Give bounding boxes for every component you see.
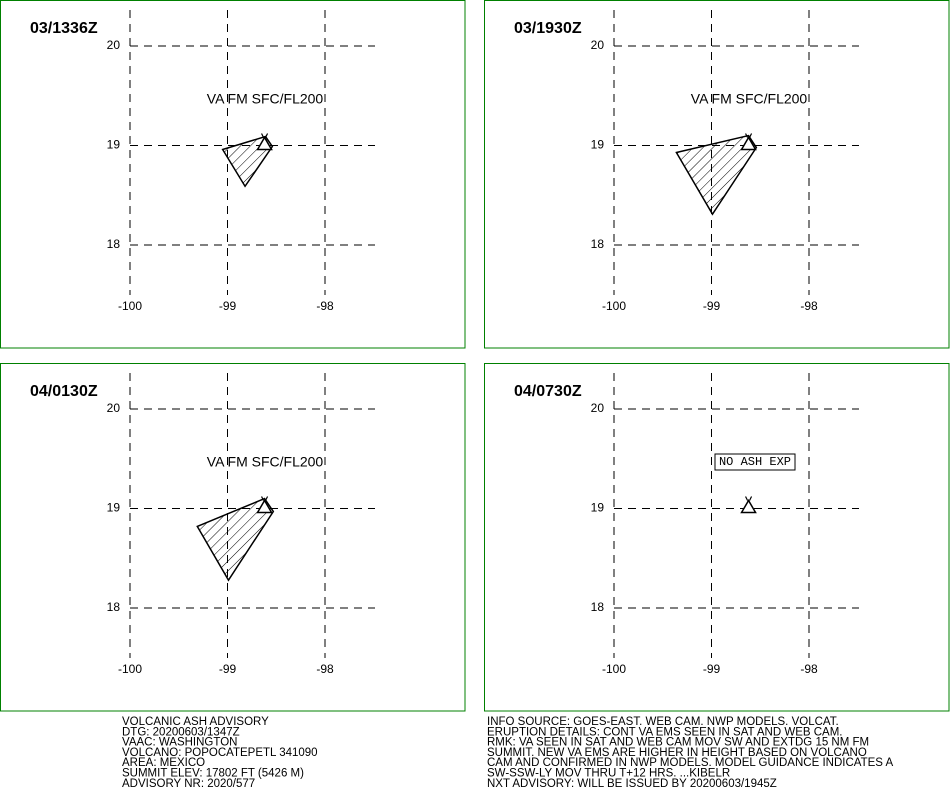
panel-frame	[484, 363, 950, 712]
x-tick-label: -98	[800, 299, 818, 313]
advisory-text: DTG: 20200603/1347Z	[122, 726, 240, 738]
volcano	[740, 499, 757, 514]
panel-time: 03/1930Z	[514, 20, 582, 37]
panel-frame	[0, 363, 466, 712]
panel-time: 04/0130Z	[30, 383, 98, 400]
y-tick-label: 19	[107, 501, 121, 515]
advisory-text: ERUPTION DETAILS: CONT VA EMS SEEN IN SA…	[487, 726, 843, 738]
y-tick-label: 18	[107, 237, 121, 251]
ash-area	[196, 497, 275, 582]
advisory-text: ADVISORY NR: 2020/577	[122, 778, 255, 790]
advisory-text: VOLCANO: POPOCATEPETL 341090	[122, 747, 318, 759]
advisory-text: SUMMIT ELEV: 17802 FT (5426 M)	[122, 768, 304, 780]
advisory-text: SW-SSW-LY MOV THRU T+12 HRS. ...KIBELR	[487, 768, 730, 780]
panel-frame	[484, 0, 950, 349]
map-panel: -100 -99 -98 18 19 20 04/0130Z VA FM SFC/FL200	[0, 363, 466, 712]
volcano-plume	[745, 496, 753, 501]
volcano-plume	[745, 133, 753, 138]
volcano	[256, 499, 273, 514]
label-box	[714, 453, 796, 471]
ash-label: VA FM SFC/FL200	[207, 454, 324, 470]
advisory-text: VAAC: WASHINGTON	[122, 737, 237, 749]
y-tick-label: 19	[107, 138, 121, 152]
panel-time: 03/1336Z	[30, 20, 98, 37]
y-tick-label: 19	[591, 501, 605, 515]
map-panel: -100 -99 -98 18 19 20 03/1930Z VA FM SFC/FL200	[484, 0, 950, 349]
advisory-text: AREA: MEXICO	[122, 757, 205, 769]
x-tick-label: -98	[316, 662, 334, 676]
ash-area	[675, 134, 758, 216]
x-tick-label: -100	[118, 299, 142, 313]
advisory-text: NXT ADVISORY: WILL BE ISSUED BY 20200603…	[487, 778, 777, 790]
y-tick-label: 19	[591, 138, 605, 152]
volcano-plume	[261, 496, 269, 501]
y-tick-label: 18	[591, 237, 605, 251]
x-tick-label: -100	[602, 299, 626, 313]
x-tick-label: -98	[316, 299, 334, 313]
map-panel: -100 -99 -98 18 19 20 03/1336Z VA FM SFC/FL200	[0, 0, 466, 349]
advisory-text: RMK: VA SEEN IN SAT AND WEB CAM MOV SW A…	[487, 737, 869, 749]
y-tick-label: 18	[591, 600, 605, 614]
advisory-text: SUMMIT. NEW VA EMS ARE HIGHER IN HEIGHT …	[487, 747, 867, 759]
panel-frame	[0, 0, 466, 349]
y-tick-label: 18	[107, 600, 121, 614]
x-tick-label: -99	[219, 662, 237, 676]
x-tick-label: -98	[800, 662, 818, 676]
panel-time: 04/0730Z	[514, 383, 582, 400]
ash-label: NO ASH EXP	[719, 455, 791, 469]
y-tick-label: 20	[107, 38, 121, 52]
advisory-text: VOLCANIC ASH ADVISORY	[122, 716, 269, 728]
x-tick-label: -99	[219, 299, 237, 313]
advisory-text: CAM AND CONFIRMED IN NWP MODELS. MODEL G…	[487, 757, 893, 769]
volcano	[256, 136, 273, 151]
ash-label: VA FM SFC/FL200	[691, 91, 808, 107]
ash-label: VA FM SFC/FL200	[207, 91, 324, 107]
x-tick-label: -99	[703, 299, 721, 313]
y-tick-label: 20	[107, 401, 121, 415]
x-tick-label: -100	[602, 662, 626, 676]
volcano	[740, 136, 757, 151]
y-tick-label: 20	[591, 38, 605, 52]
map-panel: -100 -99 -98 18 19 20 04/0730Z NO ASH EXP	[484, 363, 950, 712]
advisory-text: INFO SOURCE: GOES-EAST. WEB CAM. NWP MOD…	[487, 716, 839, 728]
volcano-plume	[261, 133, 269, 138]
x-tick-label: -100	[118, 662, 142, 676]
y-tick-label: 20	[591, 401, 605, 415]
x-tick-label: -99	[703, 662, 721, 676]
